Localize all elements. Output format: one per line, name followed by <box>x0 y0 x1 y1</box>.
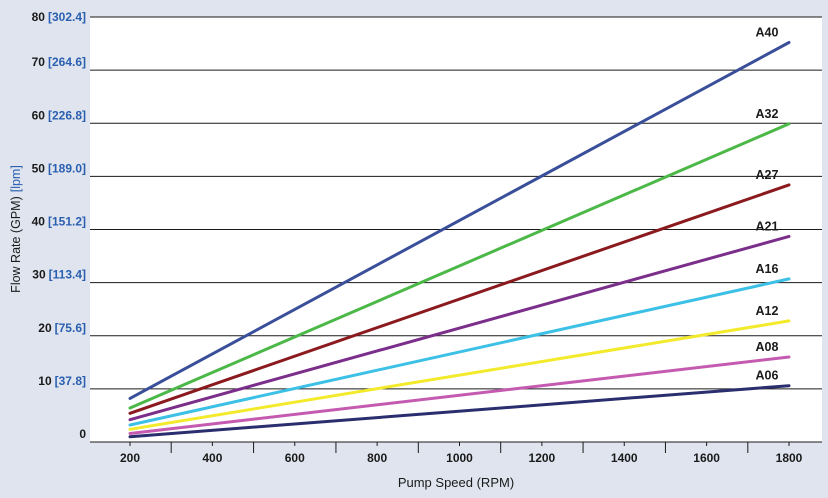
y-tick-alt-value: [302.4] <box>48 10 86 24</box>
x-tick-label: 1000 <box>446 451 473 465</box>
y-tick-label: 80 [302.4] <box>32 10 86 24</box>
series-label-a40: A40 <box>756 26 779 40</box>
y-tick-alt-value: [189.0] <box>48 161 86 175</box>
y-tick-label: 20 [75.6] <box>38 321 86 335</box>
series-lines <box>128 41 791 439</box>
y-tick-label: 70 [264.6] <box>32 55 86 69</box>
y-tick-label: 10 [37.8] <box>38 374 86 388</box>
x-tick-label: 400 <box>202 451 222 465</box>
x-tick-label: 1600 <box>693 451 720 465</box>
y-tick-value: 80 <box>32 10 46 24</box>
series-line-a21 <box>128 234 791 422</box>
y-tick-value: 50 <box>32 161 46 175</box>
y-tick-alt-value: [113.4] <box>49 268 86 282</box>
y-tick-label: 40 [151.2] <box>32 215 86 229</box>
x-tick-label: 600 <box>285 451 305 465</box>
series-line-a08 <box>128 355 791 435</box>
x-tick-label: 800 <box>367 451 387 465</box>
series-line-a27 <box>128 183 791 415</box>
series-label-a08: A08 <box>756 340 779 354</box>
series-labels: A40 A32 A27 A21 A16 A12 A08 A06 <box>756 26 779 383</box>
x-tick-label: 200 <box>120 451 140 465</box>
y-tick-labels: 0 10 [37.8] 20 [75.6] 30 [113.4] 40 [151.2] 50 [18… <box>32 10 87 441</box>
y-tick-alt-value: [264.6] <box>48 55 86 69</box>
y-tick-label: 0 <box>79 427 86 441</box>
series-line-a12 <box>128 319 791 431</box>
series-line-a40 <box>128 41 791 400</box>
series-label-a21: A21 <box>756 219 779 233</box>
y-tick-label: 30 [113.4] <box>32 268 86 282</box>
y-tick-label: 60 [226.8] <box>32 108 86 122</box>
x-tick-label: 1800 <box>776 451 803 465</box>
y-tick-value: 10 <box>38 374 52 388</box>
series-label-a27: A27 <box>756 168 779 182</box>
y-tick-alt-value: [151.2] <box>48 215 86 229</box>
y-axis-label-main: Flow Rate (GPM) <box>9 196 23 293</box>
y-tick-alt-value: [37.8] <box>55 374 86 388</box>
y-tick-alt-value: [226.8] <box>48 108 86 122</box>
series-label-a12: A12 <box>756 304 779 318</box>
series-label-a06: A06 <box>756 369 779 383</box>
y-axis-label-alt: [lpm] <box>9 165 23 192</box>
y-tick-alt-value: [75.6] <box>55 321 86 335</box>
x-axis-label: Pump Speed (RPM) <box>398 475 514 490</box>
y-tick-value: 30 <box>32 268 46 282</box>
y-tick-value: 20 <box>38 321 52 335</box>
series-label-a16: A16 <box>756 262 779 276</box>
y-tick-value: 0 <box>79 427 86 441</box>
series-line-a06 <box>128 384 791 439</box>
y-axis-label: Flow Rate (GPM) [lpm] <box>9 165 23 293</box>
x-tick-label: 1200 <box>529 451 556 465</box>
x-tick-labels: 200 400 600 800 1000 1200 1400 1600 1800 <box>120 442 803 465</box>
y-tick-value: 60 <box>32 108 46 122</box>
series-line-a16 <box>128 277 791 427</box>
y-tick-value: 70 <box>32 55 46 69</box>
x-tick-label: 1400 <box>611 451 638 465</box>
series-label-a32: A32 <box>756 107 779 121</box>
series-line-a32 <box>128 122 791 410</box>
y-tick-value: 40 <box>32 215 46 229</box>
y-tick-label: 50 [189.0] <box>32 161 86 175</box>
